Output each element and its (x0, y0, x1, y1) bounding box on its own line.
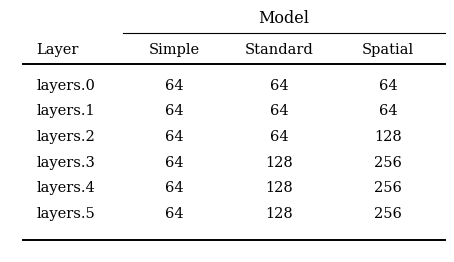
Text: 64: 64 (270, 130, 289, 144)
Text: Standard: Standard (245, 43, 314, 57)
Text: 64: 64 (165, 104, 184, 118)
Text: 64: 64 (270, 104, 289, 118)
Text: 64: 64 (165, 79, 184, 92)
Text: 64: 64 (165, 181, 184, 195)
Text: layers.0: layers.0 (36, 79, 95, 92)
Text: 128: 128 (374, 130, 402, 144)
Text: layers.2: layers.2 (36, 130, 95, 144)
Text: 128: 128 (265, 156, 293, 170)
Text: 64: 64 (165, 130, 184, 144)
Text: 64: 64 (165, 207, 184, 221)
Text: Spatial: Spatial (362, 43, 414, 57)
Text: 256: 256 (374, 207, 402, 221)
Text: 64: 64 (379, 104, 398, 118)
Text: 256: 256 (374, 156, 402, 170)
Text: layers.3: layers.3 (36, 156, 95, 170)
Text: 64: 64 (270, 79, 289, 92)
Text: 256: 256 (374, 181, 402, 195)
Text: 128: 128 (265, 207, 293, 221)
Text: 128: 128 (265, 181, 293, 195)
Text: layers.4: layers.4 (36, 181, 95, 195)
Text: Simple: Simple (149, 43, 200, 57)
Text: layers.1: layers.1 (36, 104, 95, 118)
Text: layers.5: layers.5 (36, 207, 95, 221)
Text: 64: 64 (165, 156, 184, 170)
Text: Layer: Layer (36, 43, 79, 57)
Text: Model: Model (258, 10, 309, 28)
Text: 64: 64 (379, 79, 398, 92)
